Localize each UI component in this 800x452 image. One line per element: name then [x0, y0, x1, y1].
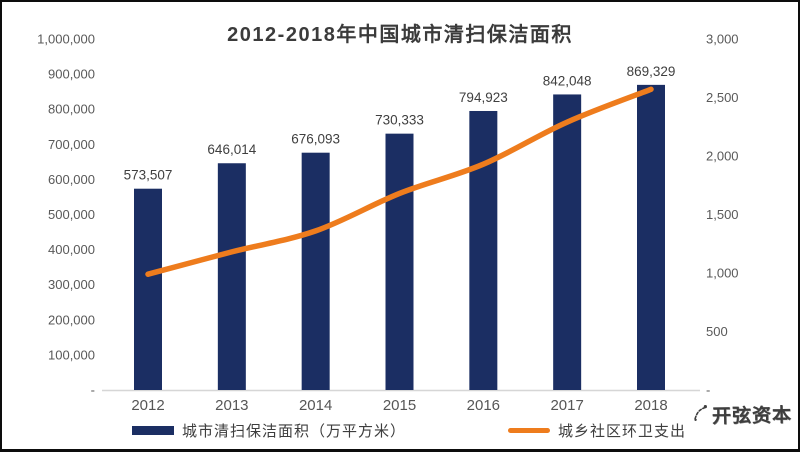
x-tick-2012: 2012	[131, 397, 164, 414]
kaixian-capital-logo-icon	[692, 403, 710, 428]
bar-2018	[637, 84, 665, 390]
left-axis-tick: 200,000	[48, 312, 95, 327]
bar-label-2012: 573,507	[124, 168, 173, 183]
legend-item-bar-series: 城市清扫保洁面积（万平方米）	[132, 421, 407, 440]
legend-line-label: 城乡社区环卫支出	[558, 422, 687, 440]
bar-2015	[385, 133, 414, 390]
legend-item-line-series: 城乡社区环卫支出	[508, 421, 687, 440]
left-axis-tick: 500,000	[48, 207, 95, 222]
right-axis-tick: 500	[706, 324, 728, 339]
bar-2013	[217, 163, 246, 390]
x-tick-2017: 2017	[550, 397, 583, 414]
bar-label-2013: 646,014	[207, 142, 256, 157]
line-series-swatch-icon	[508, 427, 550, 433]
bar-label-2014: 676,093	[291, 132, 340, 147]
bar-label-2015: 730,333	[375, 113, 424, 128]
bar-2017	[553, 94, 582, 390]
right-axis-tick: 3,000	[706, 32, 739, 47]
chart-title: 2012-2018年中国城市清扫保洁面积	[227, 24, 573, 46]
bar-label-2017: 842,048	[543, 73, 592, 88]
watermark: 开弦资本	[692, 400, 792, 429]
right-axis-tick: 1,500	[706, 207, 739, 222]
x-tick-2015: 2015	[383, 397, 416, 414]
left-axis-tick: 400,000	[48, 242, 95, 257]
bar-2014	[301, 152, 330, 390]
bar-series-swatch-icon	[132, 425, 174, 435]
x-tick-2018: 2018	[634, 397, 667, 414]
x-tick-2014: 2014	[299, 397, 332, 414]
bar-label-2018: 869,329	[627, 64, 676, 79]
expenditure-line	[145, 86, 654, 277]
x-tick-2016: 2016	[467, 397, 500, 414]
left-axis-tick: 600,000	[48, 172, 95, 187]
right-axis-tick: 2,500	[706, 90, 739, 105]
watermark-text: 开弦资本	[711, 405, 793, 428]
right-axis-tick: 2,000	[706, 149, 739, 164]
right-axis-tick: 1,000	[706, 266, 739, 281]
left-axis-tick: 300,000	[48, 277, 95, 292]
bar-2016	[469, 110, 498, 390]
left-axis-tick: 900,000	[48, 67, 95, 82]
bar-2012	[134, 188, 162, 390]
legend-bar-label: 城市清扫保洁面积（万平方米）	[182, 422, 407, 440]
left-axis-tick: 800,000	[48, 102, 95, 117]
bar-label-2016: 794,923	[459, 90, 508, 105]
left-axis-tick: 100,000	[48, 347, 95, 362]
x-tick-2013: 2013	[215, 397, 248, 414]
left-axis-tick: 1,000,000	[37, 32, 95, 47]
left-axis-tick: 700,000	[48, 137, 95, 152]
right-axis-tick: -	[706, 383, 710, 398]
left-axis-tick: -	[91, 383, 95, 398]
